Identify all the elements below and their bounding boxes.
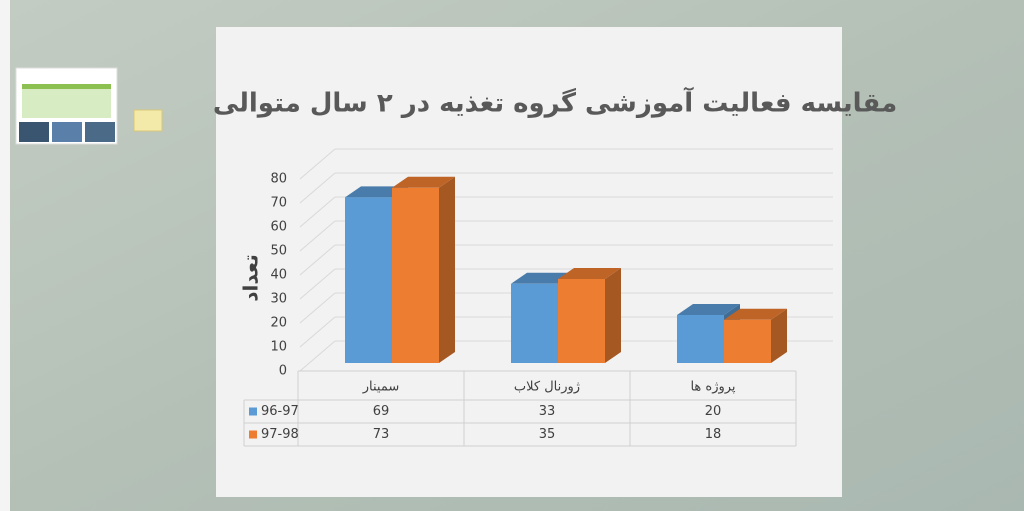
bar [558,279,605,363]
x-tick-label: سمینار [362,380,400,395]
bar [677,315,724,363]
table-value: 73 [373,427,390,442]
y-tick-label: 10 [270,340,287,355]
table-value: 35 [539,427,556,442]
note-thumbnail[interactable] [133,109,163,132]
bar-top [558,268,621,279]
table-value: 18 [705,427,722,442]
left-edge [0,0,10,511]
y-tick-label: 0 [279,364,287,379]
legend-swatch [249,430,257,439]
x-tick-label: پروژه ها [690,380,735,395]
grid-line-side [299,172,336,204]
x-tick-label: ژورنال کلاب [514,380,580,395]
y-tick-label: 30 [270,292,287,307]
table-value: 69 [373,404,390,419]
grid-line-side [299,268,336,300]
table-value: 33 [539,404,556,419]
bar [724,319,771,363]
bar-side [771,308,787,363]
bar-side [605,268,621,363]
bar [511,283,558,363]
bar-top [392,176,455,188]
grid-line-side [299,148,336,180]
grid-line-side [299,196,336,228]
bar [345,197,392,363]
table-value: 20 [705,404,722,419]
bar [392,187,439,363]
grid-line-side [299,316,336,348]
y-axis-label: تعداد [239,254,263,301]
y-tick-label: 80 [270,172,287,187]
legend-swatch [249,407,257,416]
grid-line-side [299,292,336,324]
grid-line-side [299,244,336,276]
bar-top [677,304,740,315]
legend-label: 96-97 [261,404,299,419]
y-tick-label: 40 [270,268,287,283]
chart-title: مقایسه فعالیت آموزشی گروه تغذیه در ۲ سال… [213,87,897,119]
slide [216,27,842,497]
grid-line-side [299,340,336,372]
bar-side [439,176,455,363]
legend-label: 97-98 [261,427,299,442]
y-tick-label: 20 [270,316,287,331]
slide-thumbnail[interactable] [15,67,118,145]
y-tick-label: 60 [270,220,287,235]
grid-line-side [299,220,336,252]
y-tick-label: 70 [270,196,287,211]
y-tick-label: 50 [270,244,287,259]
bar-top [724,308,787,320]
